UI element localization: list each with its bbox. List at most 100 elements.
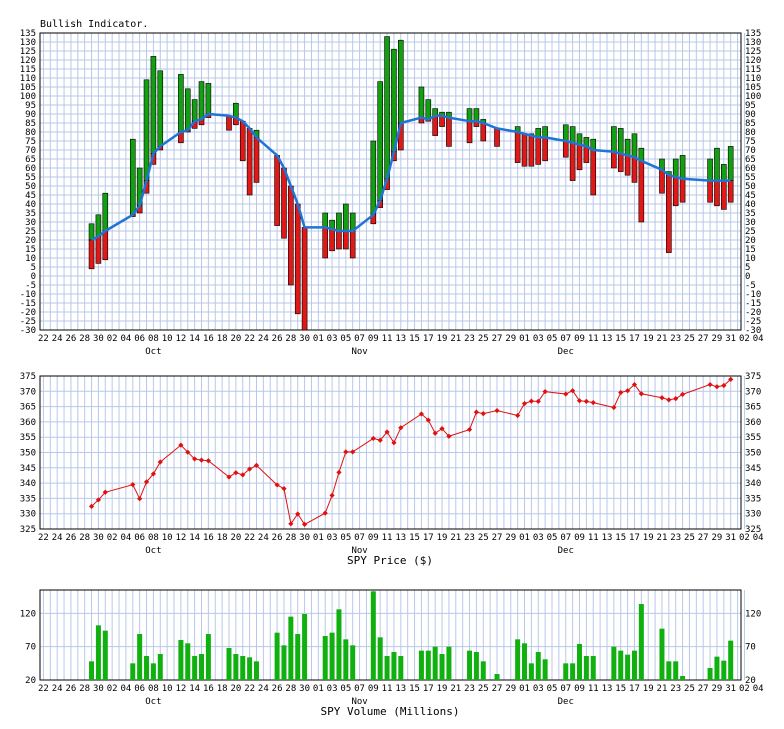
volume-xtick-label: 05 xyxy=(547,684,558,694)
bullish-up-bar xyxy=(184,88,191,131)
bullish-ytick-right: 85 xyxy=(745,119,756,129)
price-point xyxy=(583,398,589,404)
bullish-up-bar xyxy=(391,48,397,153)
volume-xtick-label: 23 xyxy=(464,684,475,694)
bullish-xtick-label: 20 xyxy=(230,334,241,344)
bullish-ytick-left: 50 xyxy=(25,182,36,192)
bullish-indicator-panel: -30 -30-25 -25-20 -20-15 -15-10 -10-5 -50 05 510… xyxy=(20,29,764,357)
price-ytick-right: 345 xyxy=(745,464,761,474)
bullish-up-bar xyxy=(569,126,576,144)
bullish-down-bar xyxy=(480,122,487,142)
bullish-xtick-label: 26 xyxy=(272,334,283,344)
bullish-xtick-label: 03 xyxy=(533,334,544,344)
bullish-ytick-right: 50 xyxy=(745,182,756,192)
price-xtick-label: 13 xyxy=(395,533,406,543)
bullish-up-bar xyxy=(679,155,686,180)
bullish-down-bar xyxy=(432,115,438,136)
bullish-ytick-right: 65 xyxy=(745,155,756,165)
bullish-down-bar xyxy=(576,144,583,171)
bullish-average-line xyxy=(90,112,731,242)
price-ytick-left: 370 xyxy=(20,387,36,397)
bullish-xtick-label: 01 xyxy=(313,334,324,344)
price-point xyxy=(281,486,287,492)
volume-bar xyxy=(673,661,679,680)
volume-xtick-label: 08 xyxy=(148,684,159,694)
bullish-ytick-left: 10 xyxy=(25,254,36,264)
price-xtick-label: 22 xyxy=(38,533,49,543)
bullish-ytick-right: 40 xyxy=(745,200,756,210)
price-ytick-right: 325 xyxy=(745,525,761,535)
volume-bar xyxy=(350,645,356,680)
bullish-down-bar xyxy=(253,137,260,183)
price-point xyxy=(288,521,294,527)
bullish-ytick-right: 80 xyxy=(745,128,756,138)
volume-bar xyxy=(418,650,424,680)
chart-title: Bullish Indicator. xyxy=(40,19,148,30)
bullish-xtick-label: 01 xyxy=(519,334,530,344)
price-xtick-label: 04 xyxy=(120,533,131,543)
price-xtick-label: 28 xyxy=(79,533,90,543)
bullish-down-bar xyxy=(714,180,720,207)
volume-bar xyxy=(446,646,452,680)
price-xtick-label: 07 xyxy=(354,533,365,543)
volume-bar xyxy=(240,656,246,680)
bullish-down-bar xyxy=(294,203,301,315)
price-point xyxy=(322,510,328,516)
volume-xtick-label: 13 xyxy=(395,684,406,694)
price-xtick-label: 19 xyxy=(437,533,448,543)
volume-month-label: Oct xyxy=(145,697,161,707)
bullish-ytick-right: 95 xyxy=(745,101,756,111)
bullish-up-bar xyxy=(88,223,95,241)
bullish-down-bar xyxy=(583,146,590,163)
volume-bar xyxy=(570,663,576,680)
price-point xyxy=(625,388,631,394)
volume-xtick-label: 24 xyxy=(52,684,63,694)
bullish-xtick-label: 07 xyxy=(560,334,571,344)
volume-bar xyxy=(425,650,431,680)
bullish-down-bar xyxy=(666,174,672,253)
volume-xtick-label: 22 xyxy=(244,684,255,694)
bullish-ytick-left: 90 xyxy=(25,110,36,120)
bullish-xtick-label: 04 xyxy=(120,334,131,344)
bullish-ytick-left: 105 xyxy=(20,83,36,93)
price-xtick-label: 18 xyxy=(217,533,228,543)
price-point xyxy=(473,409,480,415)
price-xtick-label: 21 xyxy=(657,533,668,543)
bullish-up-bar xyxy=(714,147,720,181)
bullish-xtick-label: 22 xyxy=(244,334,255,344)
bullish-ytick-right: 45 xyxy=(745,191,756,201)
volume-xtick-label: 17 xyxy=(423,684,434,694)
volume-xtick-label: 27 xyxy=(492,684,503,694)
bullish-ytick-left: 20 xyxy=(25,236,36,246)
bullish-up-bar xyxy=(727,146,734,181)
volume-bar xyxy=(439,654,445,680)
bullish-down-bar xyxy=(679,178,686,203)
bullish-xtick-label: 11 xyxy=(588,334,599,344)
price-point xyxy=(350,449,356,455)
volume-xtick-label: 04 xyxy=(120,684,131,694)
price-point xyxy=(494,407,500,414)
bullish-up-bar xyxy=(466,108,473,122)
price-xtick-label: 23 xyxy=(464,533,475,543)
bullish-down-bar xyxy=(659,169,665,194)
price-xtick-label: 01 xyxy=(313,533,324,543)
volume-xtick-label: 14 xyxy=(189,684,200,694)
price-xtick-label: 16 xyxy=(203,533,214,543)
volume-xtick-label: 25 xyxy=(478,684,489,694)
bullish-ytick-right: 25 xyxy=(745,227,756,237)
bullish-ytick-left: -10 xyxy=(20,290,36,300)
price-point xyxy=(666,397,672,403)
price-ytick-left: 375 xyxy=(20,372,36,382)
bullish-down-bar xyxy=(102,230,109,261)
price-point xyxy=(150,471,156,477)
volume-bar xyxy=(398,656,404,680)
price-xtick-label: 09 xyxy=(368,533,379,543)
volume-bar xyxy=(295,634,301,680)
bullish-month-label: Oct xyxy=(145,347,161,357)
volume-xtick-label: 07 xyxy=(354,684,365,694)
bullish-xtick-label: 27 xyxy=(698,334,709,344)
price-xtick-label: 04 xyxy=(753,533,764,543)
bullish-down-bar xyxy=(542,137,548,162)
volume-month-label: Dec xyxy=(558,697,574,707)
bullish-xtick-label: 14 xyxy=(189,334,200,344)
